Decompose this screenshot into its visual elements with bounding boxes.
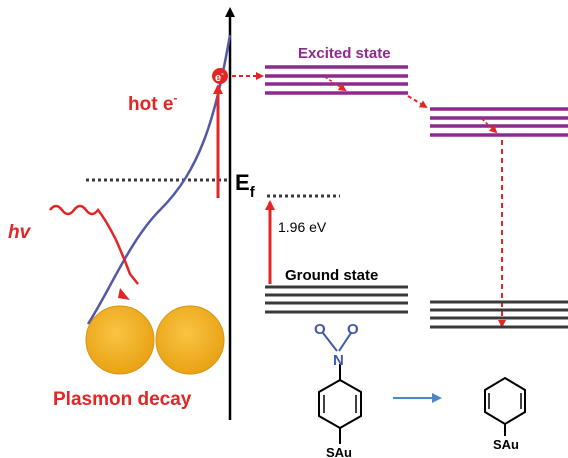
relaxation-arrow-2	[481, 118, 498, 134]
photon-wave-arrowhead	[118, 288, 130, 300]
photon-label: hv	[8, 222, 32, 243]
transfer-arrow-2	[407, 95, 428, 109]
nitro-oxygen-2: O	[347, 321, 359, 338]
transition-energy-label: 1.96 eV	[278, 219, 327, 235]
ground-state-levels-right	[430, 300, 568, 329]
electron-symbol: e-	[215, 69, 224, 84]
nitro-nitrogen: N	[333, 352, 344, 369]
reactant-molecule	[318, 332, 362, 444]
product-molecule	[484, 376, 526, 436]
ground-state-levels-left	[265, 285, 408, 314]
electron-circle	[212, 68, 228, 84]
nanoparticle-left	[85, 305, 155, 375]
excited-state-levels-right	[430, 107, 568, 137]
relaxation-arrow-1	[324, 76, 347, 92]
reactant-anchor-label: SAu	[326, 445, 352, 458]
ground-state-label: Ground state	[285, 267, 378, 284]
excited-state-levels-left	[265, 65, 408, 95]
product-anchor-label: SAu	[493, 437, 519, 452]
nanoparticle-right	[155, 305, 225, 375]
hot-electron-label: hot e-	[128, 91, 177, 115]
plasmon-decay-label: Plasmon decay	[53, 389, 192, 410]
fermi-level-label: Ef	[235, 170, 256, 201]
photon-wave	[49, 204, 139, 285]
excited-state-label: Excited state	[298, 45, 391, 62]
nitro-oxygen-1: O	[314, 321, 326, 338]
